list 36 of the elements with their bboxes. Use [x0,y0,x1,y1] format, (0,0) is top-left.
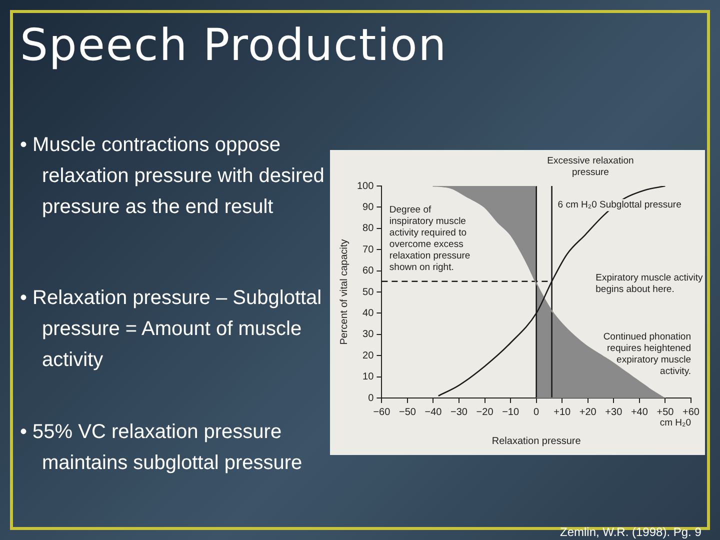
y-axis-title: Percent of vital capacity [338,239,350,345]
x-tick-label: +60 [682,406,700,418]
y-tick-label: 90 [362,202,374,213]
text: Excessive relaxation pressure [547,155,634,178]
y-tick-label: 20 [362,350,374,362]
y-tick-label: 80 [362,223,374,234]
text: • Muscle contractions oppose relaxation pressure with desired pressure as the end result [20,134,324,218]
annotation: Degree of inspiratory muscle activity required to overcome excess relaxation pressure shown on right. [389,204,470,273]
annotation: Expiratory muscle activity begins about here. [596,272,704,295]
x-tick-label: −10 [502,406,520,418]
x-tick-label: +50 [656,406,674,418]
text: • 55% VC relaxation pressure maintains subglottal pressure [20,420,304,476]
x-tick-label: +30 [605,406,623,418]
y-tick-label: 40 [362,308,374,319]
x-tick-label: −50 [398,406,416,418]
ref-line-label: 6 cm H₂0 Subglottal pressure [558,200,682,211]
x-axis-title: Relaxation pressure [492,436,582,447]
y-tick-label: 100 [356,180,374,192]
x-tick-label: −60 [373,406,391,418]
y-tick-label: 0 [368,392,374,404]
chart-title: Speech Production [20,20,448,71]
x-tick-label: −20 [476,406,494,418]
text: • Relaxation pressure – Subglottal pressure = Amount of muscle activity [20,287,322,371]
x-tick-label: +20 [579,406,597,418]
x-tick-label: 0 [534,406,540,418]
x-tick-label: −30 [450,406,468,418]
y-tick-label: 60 [362,266,374,277]
y-tick-label: 30 [362,329,374,340]
x-tick-label: −40 [424,406,442,418]
y-tick-label: 10 [362,372,374,383]
y-tick-label: 50 [362,286,374,298]
y-tick-label: 70 [362,244,374,256]
x-tick-label: +10 [554,406,572,418]
x-tick-label: +40 [630,406,648,418]
annotation: Continued phonation requires heightened expiratory muscle activity. [603,332,691,378]
text: cm H₂0 [660,417,691,428]
